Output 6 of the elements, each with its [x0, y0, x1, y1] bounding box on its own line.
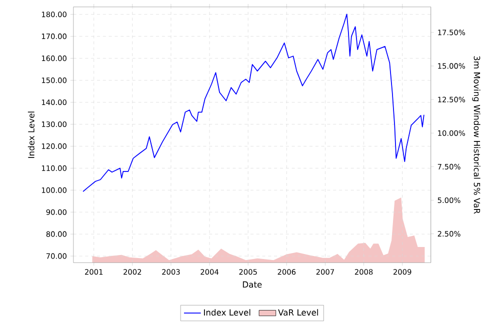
- y2-axis-title: 3m Moving Window Historical 5% VaR: [472, 56, 480, 214]
- legend-label: Index Level: [204, 309, 250, 316]
- x-axis-title: Date: [242, 282, 262, 288]
- legend-label: VaR Level: [278, 309, 318, 316]
- y-axis-title: Index Level: [28, 112, 34, 158]
- line-series: [82, 14, 424, 192]
